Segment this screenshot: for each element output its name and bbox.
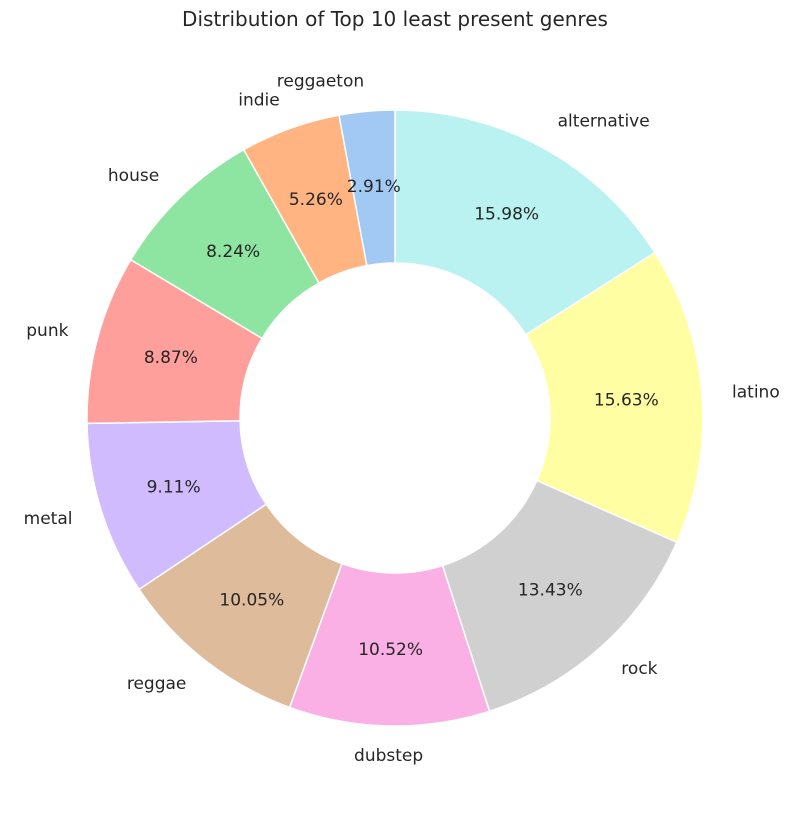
percent-label-metal: 9.11%: [147, 477, 201, 497]
percent-label-alternative: 15.98%: [474, 205, 539, 225]
percent-label-latino: 15.63%: [594, 390, 659, 410]
chart-title: Distribution of Top 10 least present gen…: [182, 7, 608, 31]
slice-latino: [524, 251, 704, 544]
category-label-latino: latino: [732, 382, 780, 402]
category-label-reggae: reggae: [127, 674, 187, 694]
percent-labels-group: 15.98% 15.63% 13.43% 10.52% 10.05% 9.11% 8.87%…: [144, 177, 659, 660]
percent-label-indie: 5.26%: [289, 190, 343, 210]
percent-label-rock: 13.43%: [518, 580, 583, 600]
category-label-reggaeton: reggaeton: [277, 71, 364, 91]
percent-label-dubstep: 10.52%: [358, 640, 423, 660]
percent-label-reggaeton: 2.91%: [347, 177, 401, 197]
percent-label-punk: 8.87%: [144, 348, 198, 368]
slice-reggaeton: [338, 109, 396, 267]
category-label-house: house: [108, 166, 159, 186]
percent-label-reggae: 10.05%: [219, 591, 284, 611]
category-label-dubstep: dubstep: [354, 746, 423, 766]
category-label-alternative: alternative: [558, 112, 650, 132]
category-labels-group: alternative latino rock dubstep reggae metal p…: [24, 71, 780, 766]
category-label-metal: metal: [24, 509, 73, 529]
slices-group: [86, 109, 704, 727]
slice-alternative: [394, 109, 656, 336]
slice-rock: [441, 479, 678, 713]
category-label-rock: rock: [621, 659, 657, 679]
percent-label-house: 8.24%: [206, 242, 260, 262]
category-label-punk: punk: [26, 321, 68, 341]
category-label-indie: indie: [238, 90, 279, 110]
